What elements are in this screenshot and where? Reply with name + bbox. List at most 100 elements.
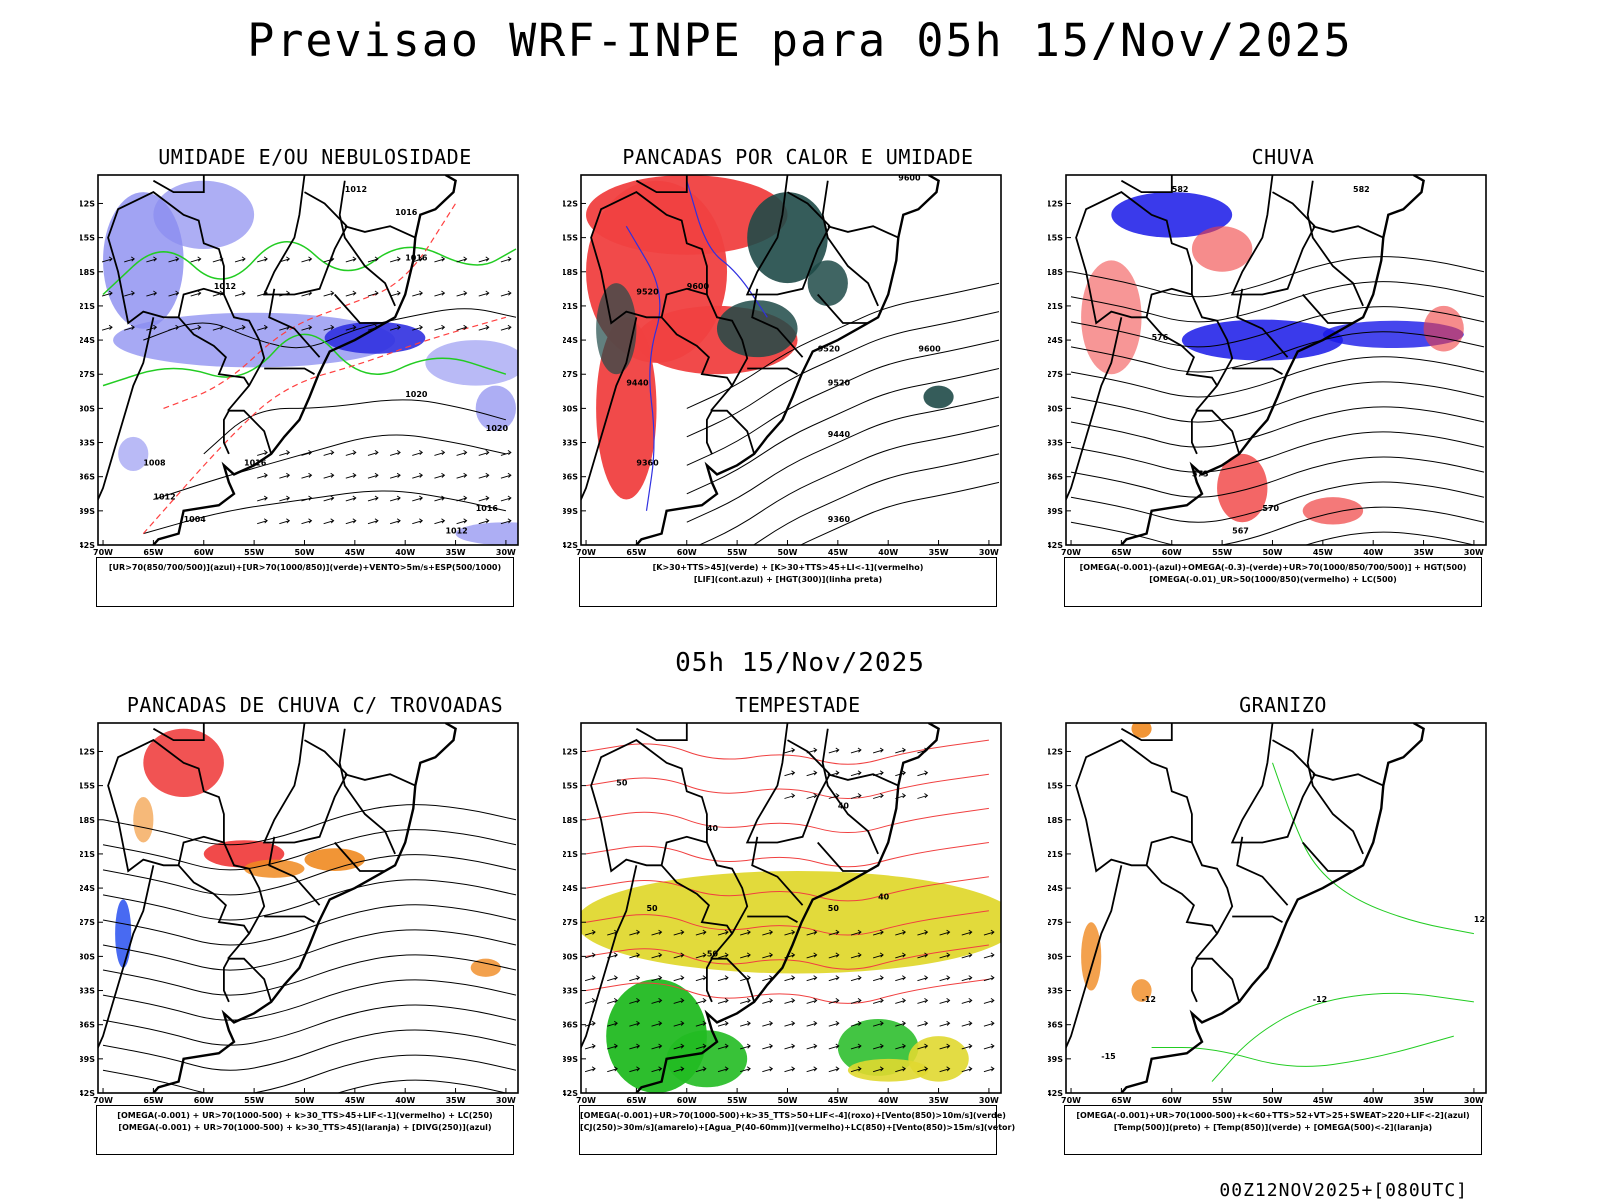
wind-vector [961, 975, 973, 982]
wind-vector [478, 256, 490, 263]
contour-line [102, 904, 517, 946]
legend-line: [CJ(250)>30m/s](amarelo)+[Agua_P(40-60mm… [580, 1123, 1016, 1132]
contour-label: 1012 [153, 492, 175, 501]
field-region [747, 192, 828, 284]
legend-box: [OMEGA(-0.001)+UR>70(1000-500)+k<60+TTS>… [1064, 1105, 1482, 1155]
contour-line [1070, 431, 1485, 473]
lon-tick-label: 60W [194, 548, 214, 557]
lon-tick-label: 45W [828, 548, 848, 557]
wind-vector [983, 998, 995, 1004]
wind-vector [434, 495, 446, 502]
wind-vector [784, 975, 796, 982]
contour-line [1151, 1035, 1454, 1067]
lat-tick-label: 21S [80, 302, 95, 311]
country-border [1120, 723, 1173, 742]
lat-tick-label: 39S [80, 1055, 95, 1064]
contour-label: 1008 [143, 458, 166, 467]
legend-box: [UR>70(850/700/500)](azul)+[UR>70(1000/8… [96, 557, 514, 607]
contour-label: 40 [838, 801, 850, 810]
lat-tick-label: 21S [80, 850, 95, 859]
field-region [455, 522, 518, 545]
wind-vector [806, 998, 818, 1004]
lat-tick-label: 21S [563, 850, 578, 859]
lat-tick-label: 24S [563, 884, 578, 893]
lat-tick-label: 33S [80, 439, 95, 448]
wind-vector [500, 256, 512, 263]
lon-tick-label: 60W [677, 548, 697, 557]
lon-tick-label: 30W [979, 548, 999, 557]
contour-label: 582 [1353, 185, 1370, 194]
lat-tick-label: 12S [80, 199, 95, 208]
country-border [1232, 367, 1283, 375]
thickness-contour [163, 203, 457, 409]
wind-vector [740, 975, 751, 982]
wind-vector [806, 793, 818, 799]
legend-box: [K>30+TTS>45](verde) + [K>30+TTS>45+LI<-… [579, 557, 997, 607]
lon-tick-label: 30W [496, 1096, 516, 1105]
contour-label: -12 [1313, 995, 1327, 1004]
lat-tick-label: 33S [1048, 987, 1063, 996]
lat-tick-label: 30S [563, 404, 578, 413]
field-region [1217, 453, 1268, 523]
country-border [817, 293, 869, 324]
country-border [581, 865, 638, 1050]
field-region [113, 312, 396, 368]
forecast-map: 1012 1016 1012 1016 1020 1020 1016 1012 1008 1004… [80, 174, 519, 557]
wind-vector [412, 472, 424, 479]
lat-tick-label: 18S [563, 816, 578, 825]
wind-vector [323, 324, 335, 331]
wind-vector [784, 1066, 796, 1073]
legend-box: [OMEGA(-0.001)+UR>70(1000-500)+k>35_TTS>… [579, 1105, 1016, 1155]
country-border [1312, 225, 1384, 239]
wind-vector [607, 1066, 618, 1073]
contour-label: 570 [1262, 504, 1279, 513]
legend-line: [UR>70(850/700/500)](azul)+[UR>70(1000/8… [108, 563, 502, 572]
humidity-contour [102, 241, 517, 296]
contour-line [1070, 356, 1485, 398]
wind-vector [478, 518, 490, 525]
wind-vector [629, 1043, 641, 1050]
wind-vector [607, 1043, 618, 1050]
field-region [596, 283, 637, 375]
country-border [751, 836, 804, 906]
wind-vector [983, 975, 995, 982]
lon-tick-label: 60W [194, 1096, 214, 1105]
lon-tick-label: 40W [878, 548, 898, 557]
forecast-map: 582 582 576 573 570 567 12S 15S 18S 21S 24S 27S 30S 3… [1048, 174, 1487, 557]
wind-vector [939, 998, 951, 1004]
wind-vector [740, 1020, 751, 1027]
contour-label: 573 [1192, 470, 1209, 479]
lat-tick-label: 18S [80, 268, 95, 277]
contour-line [143, 308, 517, 349]
wind-vector [301, 256, 313, 263]
wind-vector [673, 952, 685, 959]
wind-vector [412, 290, 424, 297]
wind-vector [651, 1020, 663, 1027]
lat-tick-label: 27S [1048, 918, 1063, 927]
wind-vector [257, 518, 268, 525]
lon-tick-label: 40W [395, 1096, 415, 1105]
wind-vector [345, 495, 357, 502]
contour-label: 1016 [476, 504, 499, 513]
country-border [635, 175, 688, 194]
field-region [1131, 979, 1152, 1002]
wind-vector [717, 998, 729, 1004]
lat-tick-label: 27S [80, 370, 95, 379]
contour-line [698, 425, 1000, 545]
contour-line [799, 481, 1000, 545]
wind-vector [784, 747, 796, 754]
wind-vector [695, 998, 707, 1004]
lon-tick-label: 35W [446, 548, 466, 557]
lat-tick-label: 18S [1048, 268, 1063, 277]
lon-tick-label: 55W [244, 548, 264, 557]
lat-tick-label: 42S [563, 541, 578, 550]
country-border [264, 915, 315, 923]
lon-tick-label: 35W [929, 1096, 949, 1105]
wind-vector [101, 290, 113, 297]
country-border [581, 317, 638, 502]
wind-vector [872, 1066, 884, 1073]
wind-vector [961, 1020, 973, 1027]
wind-vector [939, 952, 951, 959]
lat-tick-label: 39S [563, 1055, 578, 1064]
panel-title: CHUVA [1251, 145, 1315, 169]
